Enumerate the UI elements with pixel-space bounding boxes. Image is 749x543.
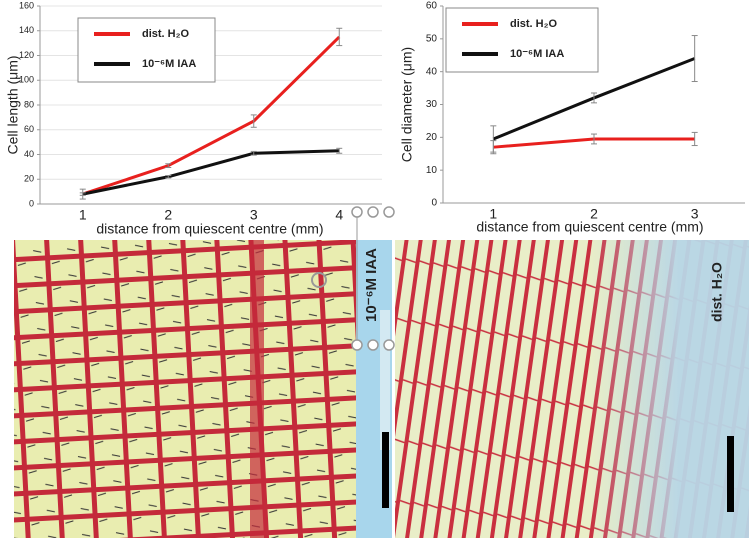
error-bar: [336, 27, 343, 47]
y-axis-title: Cell length (μm): [5, 55, 21, 154]
legend-label: 10⁻⁶M IAA: [510, 48, 564, 60]
y-tick-label: 10: [426, 165, 438, 176]
legend-box: [445, 7, 599, 73]
y-tick-label: 20: [24, 174, 34, 184]
panel-label: dist. H₂O: [709, 262, 725, 322]
error-bar: [165, 175, 172, 179]
x-tick-label: 1: [489, 206, 497, 222]
x-tick-label: 3: [250, 207, 258, 223]
legend-label: 10⁻⁶M IAA: [142, 58, 196, 70]
y-tick-label: 60: [24, 124, 34, 134]
y-tick-label: 0: [29, 198, 34, 208]
x-tick-label: 2: [164, 207, 172, 223]
x-tick-label: 1: [79, 207, 87, 223]
error-bar: [250, 150, 257, 156]
series-line: [82, 149, 340, 196]
error-bar: [691, 131, 698, 147]
error-bar: [591, 92, 597, 104]
x-tick-label: 3: [691, 206, 699, 222]
x-axis-title: distance from quiescent centre (mm): [476, 219, 703, 235]
y-tick-label: 50: [426, 33, 438, 44]
error-bar: [165, 163, 172, 168]
micrograph-right: dist. H₂O: [395, 240, 749, 538]
error-bar: [591, 133, 597, 145]
error-bar: [336, 147, 343, 154]
y-tick-label: 40: [426, 66, 438, 77]
error-bar: [79, 192, 86, 196]
y-tick-label: 30: [426, 99, 438, 110]
panel-label: 10⁻⁶M IAA: [363, 248, 380, 322]
y-tick-label: 20: [426, 132, 438, 143]
x-tick-label: 2: [590, 206, 598, 222]
y-tick-label: 120: [19, 50, 34, 60]
y-tick-label: 160: [19, 0, 34, 10]
y-tick-label: 100: [19, 75, 34, 85]
y-tick-label: 140: [19, 25, 34, 35]
x-tick-label: 4: [335, 207, 343, 223]
legend-label: dist. H₂O: [510, 18, 558, 30]
legend-label: dist. H₂O: [142, 28, 190, 40]
y-tick-label: 0: [431, 198, 437, 209]
y-axis-title: Cell diameter (μm): [399, 47, 415, 162]
y-tick-label: 80: [24, 99, 34, 109]
micrograph-left: 10⁻⁶M IAA: [14, 206, 395, 538]
y-tick-label: 60: [426, 1, 438, 12]
y-tick-label: 40: [24, 149, 34, 159]
series-line: [82, 35, 341, 196]
error-bar: [250, 114, 257, 128]
error-bar: [691, 35, 698, 83]
legend-box: [77, 17, 216, 83]
error-bar: [490, 125, 497, 153]
x-axis-title: distance from quiescent centre (mm): [96, 221, 323, 237]
